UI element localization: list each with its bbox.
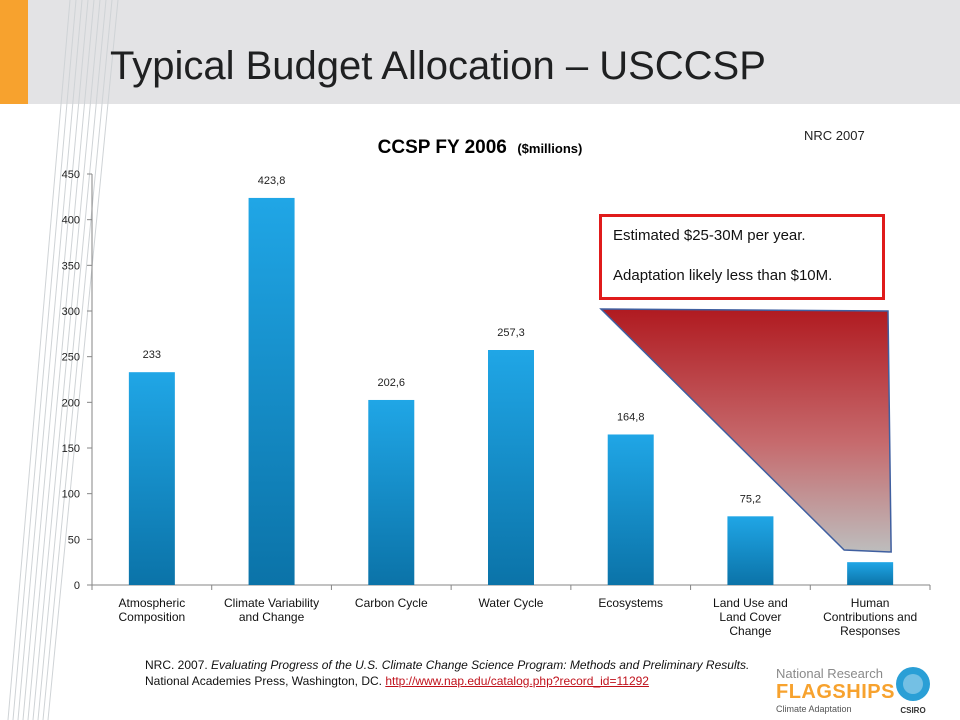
citation-title: Evaluating Progress of the U.S. Climate … <box>211 658 750 672</box>
citation-footer: NRC. 2007. Evaluating Progress of the U.… <box>145 657 749 689</box>
decorative-line <box>22 0 89 720</box>
data-label: 202,6 <box>378 377 406 389</box>
data-label: 233 <box>143 349 161 361</box>
y-tick-label: 450 <box>62 169 80 181</box>
bar <box>727 516 774 585</box>
bar <box>488 349 534 585</box>
estimate-callout: Estimated $25-30M per year. Adaptation l… <box>599 214 885 300</box>
x-tick-label: Land Cover <box>719 610 781 624</box>
decorative-line <box>32 0 101 720</box>
citation-link[interactable]: http://www.nap.edu/catalog.php?record_id… <box>385 674 649 688</box>
bar <box>248 197 295 586</box>
y-tick-label: 200 <box>62 397 80 409</box>
bar <box>128 372 175 585</box>
y-tick-label: 100 <box>62 489 80 501</box>
chart-title-main: CCSP FY 2006 <box>378 137 507 158</box>
x-tick-label: Water Cycle <box>479 596 544 610</box>
x-tick-label: and Change <box>239 610 305 624</box>
chart-title: CCSP FY 2006 ($millions) <box>378 137 583 158</box>
callout-funnel <box>599 308 892 553</box>
y-tick-label: 250 <box>62 352 80 364</box>
citation-text: NRC. 2007. <box>145 658 212 672</box>
x-tick-label: Composition <box>119 610 186 624</box>
csiro-logo: CSIRO <box>896 667 930 715</box>
callout-line-1: Estimated $25-30M per year. <box>613 227 806 244</box>
logo-sub-text: Climate Adaptation <box>776 704 852 714</box>
y-tick-label: 350 <box>62 260 80 272</box>
y-tick-label: 300 <box>62 306 80 318</box>
decorative-line <box>17 0 83 720</box>
citation-publisher: National Academies Press, Washington, DC… <box>145 674 386 688</box>
data-label: 75,2 <box>740 493 761 505</box>
x-tick-label: Climate Variability <box>224 596 319 610</box>
logo-top-text: National Research <box>776 666 883 681</box>
decorative-line <box>47 0 119 720</box>
source-note: NRC 2007 <box>804 128 865 143</box>
decorative-line <box>12 0 77 720</box>
callout-line-2: Adaptation likely less than $10M. <box>613 267 833 284</box>
chart-title-units: ($millions) <box>517 141 582 156</box>
y-tick-label: 0 <box>74 580 80 592</box>
decorative-line <box>7 0 71 720</box>
y-tick-label: 50 <box>68 534 80 546</box>
y-tick-label: 400 <box>62 215 80 227</box>
data-label: 257,3 <box>497 327 525 339</box>
x-tick-label: Responses <box>840 624 900 638</box>
data-label: 423,8 <box>258 175 286 187</box>
y-tick-label: 150 <box>62 443 80 455</box>
decorative-lines <box>7 0 119 720</box>
bar <box>368 399 415 585</box>
decorative-line <box>42 0 113 720</box>
title-band <box>0 0 960 104</box>
csiro-logo-text: CSIRO <box>900 706 925 715</box>
callout-funnel-shape <box>599 308 892 553</box>
x-tick-label: Carbon Cycle <box>355 596 428 610</box>
decorative-line <box>37 0 107 720</box>
x-tick-label: Change <box>729 624 771 638</box>
x-tick-label: Ecosystems <box>598 596 663 610</box>
x-tick-label: Human <box>851 596 890 610</box>
slide-title: Typical Budget Allocation – USCCSP <box>110 44 766 88</box>
bar <box>607 434 654 585</box>
flagships-logo: National Research FLAGSHIPS Climate Adap… <box>776 666 894 714</box>
x-tick-label: Contributions and <box>823 610 917 624</box>
orange-accent-tab <box>0 0 28 104</box>
x-tick-label: Land Use and <box>713 596 788 610</box>
logo-main-text: FLAGSHIPS <box>776 681 895 703</box>
data-label: 164,8 <box>617 411 645 423</box>
bar <box>847 562 894 585</box>
decorative-line <box>27 0 95 720</box>
x-tick-label: Atmospheric <box>119 596 186 610</box>
